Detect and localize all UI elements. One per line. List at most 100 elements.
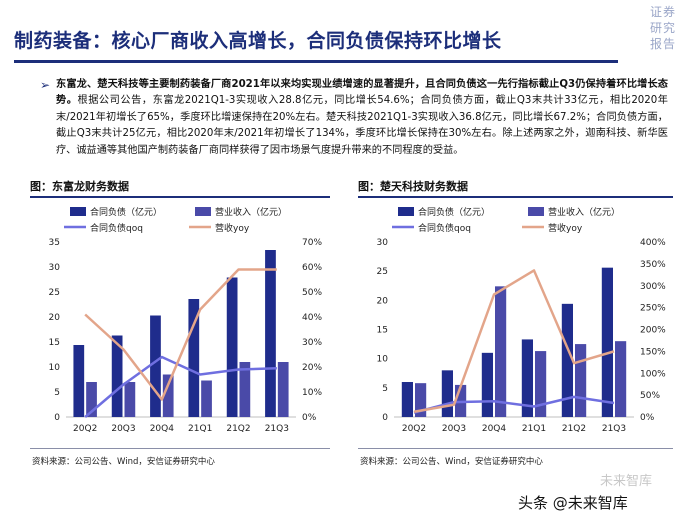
x-tick-label: 20Q3	[111, 424, 135, 434]
stamp-line: 报告	[649, 37, 676, 51]
x-tick-label: 21Q2	[562, 424, 586, 434]
page-title: 制药装备：核心厂商收入高增长，合同负债保持环比增长	[14, 30, 502, 52]
y-right-tick: 250%	[640, 304, 666, 314]
line-liabilities-qoq	[413, 395, 615, 414]
chart-donfulong: 合同负债（亿元） 营业收入（亿元） 合同负债qoq 营收yoy 0 5 10 15 20 25 30…	[30, 200, 340, 445]
line-liabilities-qoq	[84, 355, 277, 418]
legend-label: 营收yoy	[548, 222, 583, 234]
legend-swatch	[528, 207, 544, 216]
report-stamp: 证券 研究 报告	[640, 4, 686, 52]
bar-revenue	[535, 351, 547, 417]
bar-revenue	[162, 374, 174, 417]
x-tick-label: 20Q4	[150, 424, 175, 434]
y-right-tick: 350%	[640, 260, 666, 270]
bar-contract-liabilities	[601, 267, 613, 417]
y-left-tick: 10	[377, 355, 389, 365]
line-revenue-yoy	[413, 269, 615, 413]
y-right-tick: 200%	[640, 326, 666, 336]
bar-revenue	[86, 382, 97, 417]
bar-contract-liabilities	[111, 335, 123, 417]
y-right-tick: 50%	[302, 288, 322, 298]
x-tick-label: 21Q1	[522, 424, 546, 434]
y-right-tick: 0%	[302, 413, 317, 423]
bar-contract-liabilities	[73, 345, 85, 417]
x-tick-label: 21Q3	[265, 424, 289, 434]
bar-contract-liabilities	[265, 250, 276, 417]
y-left-tick: 20	[377, 296, 389, 306]
bar-revenue	[239, 362, 251, 417]
y-left-tick: 35	[49, 238, 60, 248]
figure-divider-2	[358, 196, 673, 198]
y-left-tick: 30	[49, 263, 61, 273]
body-lead: 东富龙、楚天科技等主要制药装备厂商2021年以来均实现业绩增速的显著提升，且合同…	[56, 79, 668, 107]
legend-swatch	[195, 207, 211, 216]
body-text: 根据公司公告，东富龙2021Q1-3实现收入28.8亿元，同比增长54.6%；合…	[56, 95, 668, 156]
y-right-tick: 20%	[302, 363, 322, 373]
y-left-tick: 5	[54, 388, 60, 398]
y-right-tick: 300%	[640, 282, 666, 292]
line-revenue-yoy	[84, 268, 277, 401]
legend-swatch	[398, 207, 414, 216]
footer-credit: 头条 @未来智库	[518, 494, 628, 512]
stamp-line: 研究	[649, 21, 676, 35]
y-right-tick: 0%	[640, 413, 655, 423]
bar-contract-liabilities	[226, 277, 238, 417]
figure-divider-1	[30, 196, 330, 198]
y-right-tick: 50%	[640, 391, 660, 401]
legend-swatch	[70, 207, 86, 216]
y-left-tick: 0	[382, 413, 388, 423]
bar-contract-liabilities	[188, 299, 200, 417]
chart-svg: 合同负债（亿元） 营业收入（亿元） 合同负债qoq 营收yoy 0 5 10 15 20 25 30…	[377, 206, 667, 434]
y-right-tick: 70%	[302, 238, 322, 248]
bar-revenue	[277, 362, 289, 417]
title-divider	[14, 60, 618, 63]
figure-source-1: 资料来源：公司公告、Wind，安信证券研究中心	[32, 457, 215, 467]
bar-contract-liabilities	[150, 315, 161, 417]
legend-label: 合同负债qoq	[418, 222, 471, 234]
y-left-tick: 0	[54, 413, 60, 423]
y-left-tick: 15	[49, 338, 60, 348]
figure-source-2: 资料来源：公司公告、Wind，安信证券研究中心	[360, 457, 543, 467]
y-left-tick: 20	[49, 313, 61, 323]
bar-revenue	[124, 382, 136, 417]
y-right-tick: 150%	[640, 347, 666, 357]
legend-label: 营业收入（亿元）	[548, 206, 620, 218]
bar-revenue	[575, 344, 587, 417]
y-left-tick: 10	[49, 363, 61, 373]
source-divider-1	[30, 448, 330, 449]
y-right-tick: 400%	[640, 238, 666, 248]
legend-label: 合同负债qoq	[90, 222, 143, 234]
y-left-tick: 25	[49, 288, 60, 298]
x-tick-label: 21Q1	[188, 424, 212, 434]
x-tick-label: 21Q3	[602, 424, 626, 434]
figure-title-1: 图：东富龙财务数据	[30, 180, 129, 193]
bar-revenue	[201, 380, 212, 417]
source-divider-2	[358, 448, 673, 449]
y-left-tick: 30	[377, 238, 389, 248]
bullet-arrow-icon: ➢	[40, 78, 51, 92]
x-tick-label: 20Q2	[73, 424, 97, 434]
bar-contract-liabilities	[401, 382, 413, 417]
y-left-tick: 15	[377, 326, 388, 336]
chart-truking: 合同负债（亿元） 营业收入（亿元） 合同负债qoq 营收yoy 0 5 10 15 20 25 30…	[358, 200, 678, 445]
x-tick-label: 20Q3	[442, 424, 466, 434]
figure-title-2: 图：楚天科技财务数据	[358, 180, 468, 193]
y-right-tick: 40%	[302, 313, 322, 323]
bar-contract-liabilities	[481, 352, 493, 417]
body-paragraph: 东富龙、楚天科技等主要制药装备厂商2021年以来均实现业绩增速的显著提升，且合同…	[56, 77, 668, 159]
bar-contract-liabilities	[561, 303, 573, 417]
y-right-tick: 30%	[302, 338, 322, 348]
bar-contract-liabilities	[441, 370, 453, 417]
watermark-text: 未来智库	[600, 474, 653, 489]
bar-contract-liabilities	[521, 339, 533, 417]
legend-label: 营收yoy	[215, 222, 250, 234]
legend-label: 合同负债（亿元）	[90, 206, 162, 218]
chart-svg: 合同负债（亿元） 营业收入（亿元） 合同负债qoq 营收yoy 0 5 10 15 20 25 30…	[49, 206, 323, 434]
legend-label: 营业收入（亿元）	[215, 206, 287, 218]
y-right-tick: 60%	[302, 263, 322, 273]
y-left-tick: 5	[382, 384, 388, 394]
x-tick-label: 20Q4	[482, 424, 507, 434]
bar-revenue	[615, 341, 627, 417]
stamp-line: 证券	[649, 5, 676, 19]
x-tick-label: 20Q2	[402, 424, 426, 434]
